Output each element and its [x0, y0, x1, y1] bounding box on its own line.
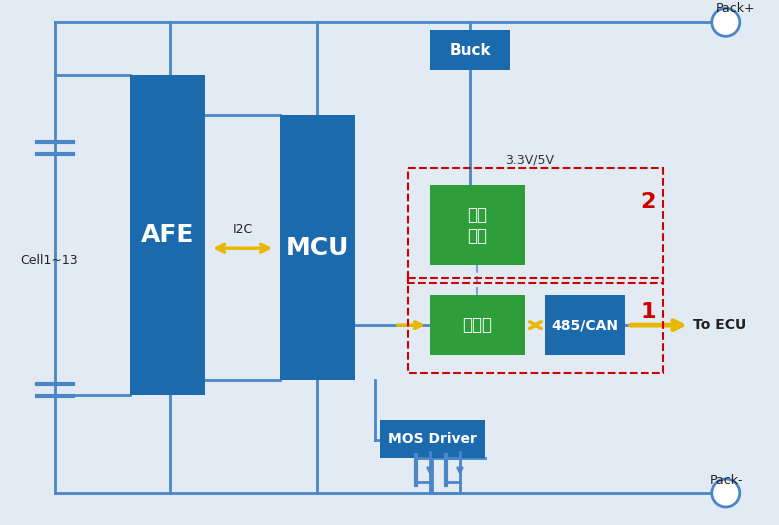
Text: MOS Driver: MOS Driver: [388, 432, 477, 446]
Text: 485/CAN: 485/CAN: [552, 318, 619, 332]
Circle shape: [712, 479, 740, 507]
Bar: [430, 295, 525, 355]
Text: To ECU: To ECU: [693, 318, 746, 332]
Bar: [280, 116, 355, 380]
Bar: [408, 278, 663, 373]
Text: 2: 2: [640, 192, 655, 212]
Bar: [545, 295, 625, 355]
Text: 3.3V/5V: 3.3V/5V: [505, 154, 554, 167]
Bar: [430, 185, 525, 265]
Text: Buck: Buck: [449, 43, 491, 58]
Text: MCU: MCU: [286, 236, 349, 260]
Text: 隔离器: 隔离器: [463, 316, 492, 334]
Bar: [130, 75, 205, 395]
Text: AFE: AFE: [141, 223, 194, 247]
Text: 隔离
电源: 隔离 电源: [467, 206, 488, 245]
Bar: [380, 420, 485, 458]
Bar: [408, 168, 663, 283]
Bar: [430, 30, 510, 70]
Text: I2C: I2C: [233, 223, 253, 236]
Text: 1: 1: [640, 302, 656, 322]
Text: Pack-: Pack-: [710, 474, 743, 487]
Text: Cell1~13: Cell1~13: [20, 254, 78, 267]
Text: Pack+: Pack+: [716, 2, 756, 15]
Circle shape: [712, 8, 740, 36]
